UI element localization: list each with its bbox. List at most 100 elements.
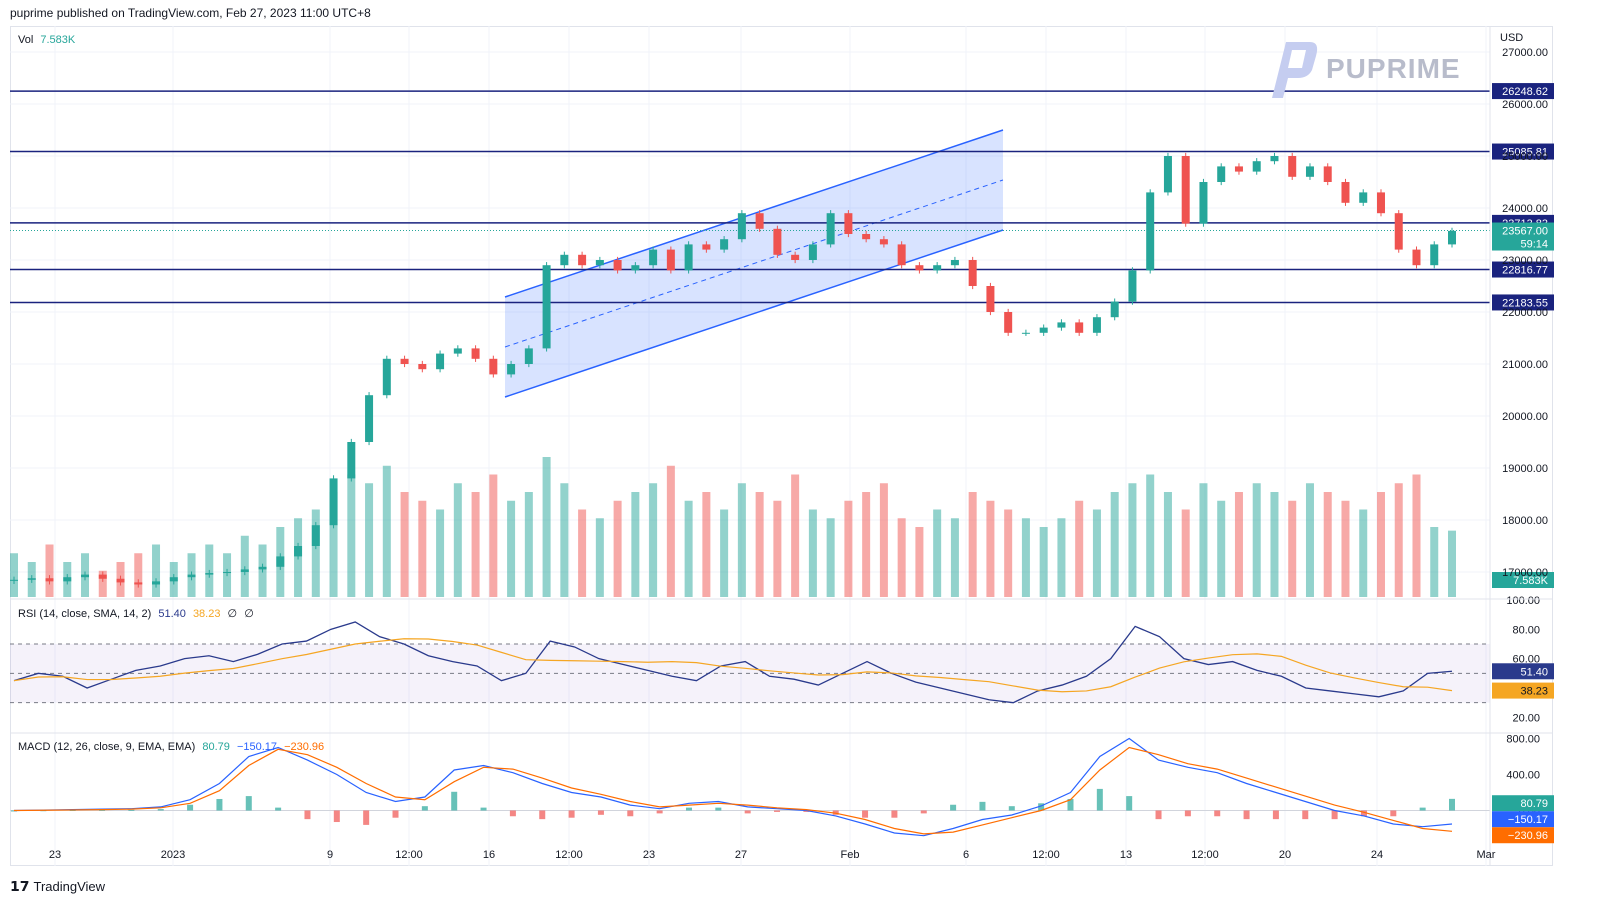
volume-bar <box>489 474 498 597</box>
macd-legend: MACD (12, 26, close, 9, EMA, EMA) 80.79 … <box>18 741 324 753</box>
candle-body <box>1305 166 1314 177</box>
candle-body <box>666 249 675 271</box>
time-axis-label: 13 <box>1120 849 1132 861</box>
macd-histogram-bar <box>715 807 722 811</box>
macd-hist-badge <box>1492 795 1554 812</box>
macd-histogram-bar <box>1096 788 1103 811</box>
macd-histogram-bar <box>1419 807 1426 811</box>
volume-bar <box>1234 492 1243 597</box>
volume-bar <box>1359 509 1368 597</box>
candle-body <box>45 578 54 582</box>
candle-body <box>240 569 249 572</box>
candle-body <box>649 249 658 266</box>
candle-body <box>1412 249 1421 266</box>
time-axis-label: 23 <box>643 849 655 861</box>
candle-body <box>418 364 427 370</box>
volume-bar <box>631 492 640 597</box>
candle-body <box>862 234 871 240</box>
macd-histogram-bar <box>979 801 986 811</box>
volume-bar <box>1039 527 1048 597</box>
candle-body <box>1128 270 1137 302</box>
brand-name: PUPRIME <box>1326 53 1461 84</box>
macd-histogram-bar <box>392 810 399 818</box>
level-price-badge <box>1492 294 1554 311</box>
macd-histogram-bar <box>685 807 692 811</box>
volume-bar <box>1412 474 1421 597</box>
volume-bar <box>1305 483 1314 597</box>
macd-histogram-bar <box>627 810 634 817</box>
candle-body <box>613 260 622 271</box>
macd-histogram-bar <box>99 809 106 811</box>
rsi-sma-line <box>13 638 1453 693</box>
candle-body <box>720 239 729 250</box>
candle-body <box>1199 182 1208 224</box>
volume-bar <box>1110 492 1119 597</box>
volume-bar <box>1288 500 1297 597</box>
puprime-logo-icon <box>1272 42 1318 98</box>
candle-body <box>986 286 995 312</box>
candle-body <box>808 244 817 260</box>
volume-bar <box>418 500 427 597</box>
countdown-label: 59:14 <box>1520 239 1548 251</box>
candle-body <box>489 358 498 375</box>
volume-value: 7.583K <box>40 34 76 46</box>
current-price-badge <box>1492 222 1554 251</box>
macd-histogram-bar <box>1331 810 1338 820</box>
volume-bar <box>684 500 693 597</box>
time-axis-label: 12:00 <box>555 849 583 861</box>
rsi-title: RSI (14, close, SMA, 14, 2) <box>18 608 152 620</box>
macd-histogram-bar <box>862 810 869 818</box>
volume-bar <box>1217 500 1226 597</box>
time-axis-label: Mar <box>1477 849 1496 861</box>
currency-label: USD <box>1500 32 1524 44</box>
time-axis-label: 24 <box>1371 849 1383 861</box>
macd-histogram-bar <box>597 810 604 815</box>
rsi-value: 51.40 <box>158 608 186 620</box>
candle-body <box>1448 230 1456 245</box>
rsi-value-badge-label: 51.40 <box>1520 666 1548 678</box>
volume-bar <box>524 492 533 597</box>
candle-body <box>950 260 959 266</box>
price-axis-label: 20000.00 <box>1502 411 1548 423</box>
candle-body <box>311 525 320 546</box>
candle-body <box>1376 192 1385 214</box>
candle-body <box>276 556 285 567</box>
macd-histogram-bar <box>656 810 663 814</box>
candle-body <box>471 348 480 359</box>
candle-body <box>1217 166 1226 182</box>
macd-histogram-bar <box>891 810 898 818</box>
candle-body <box>436 353 445 370</box>
macd-histogram-bar <box>333 810 340 823</box>
candle-body <box>116 578 125 583</box>
candle-body <box>826 213 835 245</box>
time-axis-label: 20 <box>1279 849 1291 861</box>
macd-histogram-bar <box>744 810 751 814</box>
macd-histogram-bar <box>245 796 252 811</box>
volume-bar <box>471 492 480 597</box>
rsi-legend: RSI (14, close, SMA, 14, 2) 51.40 38.23 … <box>18 607 254 620</box>
macd-histogram-bar <box>1360 810 1367 817</box>
price-axis-label: 18000.00 <box>1502 515 1548 527</box>
volume-bar <box>1128 483 1137 597</box>
time-axis-label: 12:00 <box>395 849 423 861</box>
candle-body <box>933 265 942 271</box>
candle-body <box>1057 322 1066 328</box>
time-axis-label: 23 <box>49 849 61 861</box>
candle-body <box>1234 166 1243 172</box>
candle-body <box>1181 156 1190 224</box>
macd-hist-badge-label: 80.79 <box>1520 798 1548 810</box>
candle-body <box>1110 301 1119 318</box>
volume-bar <box>152 544 161 597</box>
macd-title: MACD (12, 26, close, 9, EMA, EMA) <box>18 741 196 753</box>
volume-bar <box>347 474 356 597</box>
macd-histogram-bar <box>539 810 546 820</box>
volume-label: Vol <box>18 34 34 46</box>
volume-bar <box>1430 527 1439 597</box>
rsi-extra-1: ∅ <box>227 608 238 620</box>
price-axis-label: 19000.00 <box>1502 463 1548 475</box>
rsi-sma-badge-label: 38.23 <box>1520 686 1548 698</box>
volume-bar <box>1199 483 1208 597</box>
channel-mid-line <box>504 179 1004 348</box>
volume-bar <box>720 509 729 597</box>
